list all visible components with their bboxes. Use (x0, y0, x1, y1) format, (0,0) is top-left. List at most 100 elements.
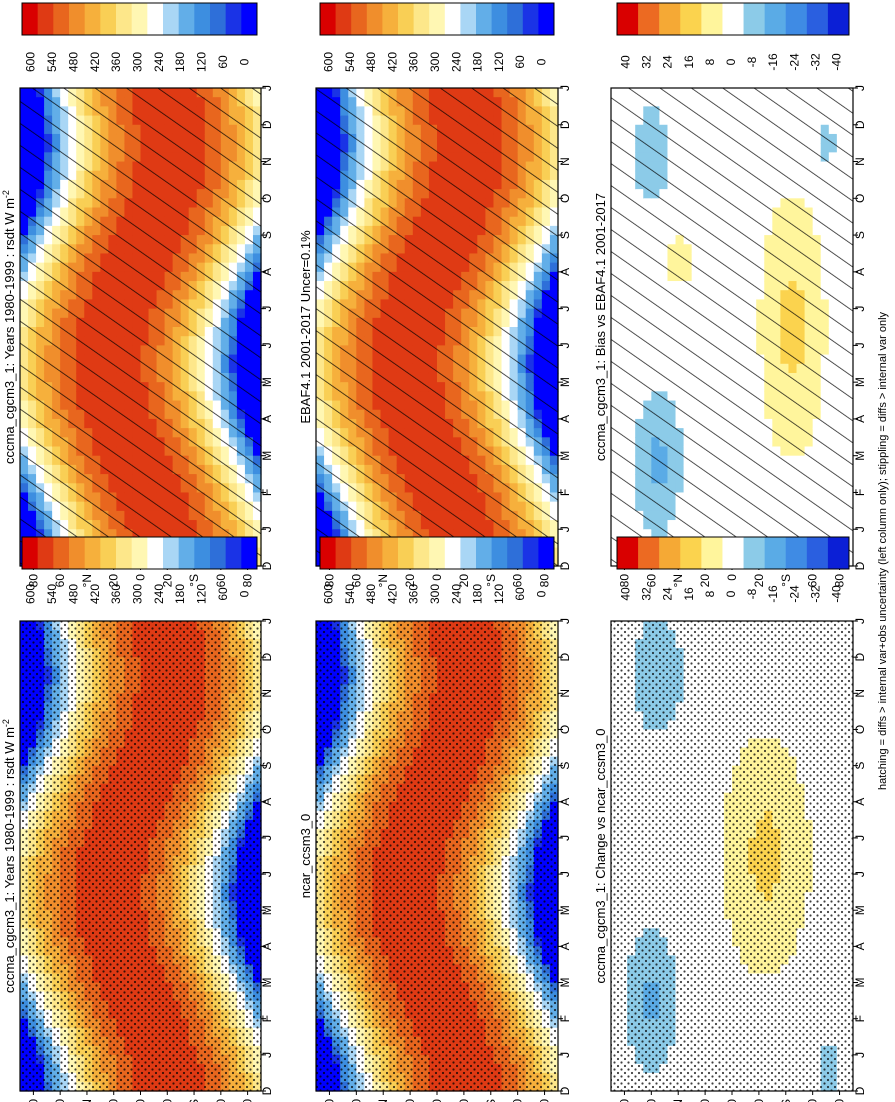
lat-tick-label: 80 (538, 574, 552, 588)
lat-tick-label: 60 (214, 574, 228, 588)
month-tick-label: M (558, 377, 572, 387)
colorbar-tick-label: 240 (152, 52, 166, 72)
colorbar-swatch (22, 3, 39, 35)
month-tick-label: J (260, 85, 274, 91)
colorbar-tick-label: 180 (173, 52, 187, 72)
colorbar-swatch (507, 3, 524, 35)
lat-tick-label: 60 (53, 574, 67, 588)
colorbar-swatch (491, 3, 508, 35)
colorbar-swatch (429, 3, 446, 35)
colorbar-tick-label: 120 (195, 584, 209, 604)
colorbar-swatch (210, 537, 227, 569)
lat-tick-label: 20 (107, 1099, 121, 1102)
month-tick-label: A (558, 415, 572, 423)
colorbar-tick-label: 360 (109, 584, 123, 604)
colorbar-frame (319, 2, 555, 36)
colorbar-swatch (335, 3, 352, 35)
month-tick-label: J (260, 306, 274, 312)
colorbar-tick-label: 180 (173, 584, 187, 604)
month-tick-label: M (260, 905, 274, 915)
colorbar-tick-label: 600 (322, 52, 336, 72)
colorbar-tick-label: 360 (109, 52, 123, 72)
colorbar-swatch (178, 537, 195, 569)
month-tick-label: A (260, 268, 274, 276)
lat-tick-label: 60 (511, 574, 525, 588)
month-tick-label: N (260, 157, 274, 166)
panel-title: cccma_cgcm3_1: Years 1980-1999 : rsdt W … (1, 719, 17, 993)
colorbar-swatch (163, 537, 180, 569)
lat-tick-label: 0 (134, 1099, 148, 1102)
colorbar-swatch (241, 3, 258, 35)
month-tick-label: M (558, 451, 572, 461)
colorbar-tick-label: 240 (152, 584, 166, 604)
colorbar-tick-label: 600 (24, 52, 38, 72)
colorbar-tick-label: 0 (237, 58, 251, 65)
colorbar: 600 540 480 420 360 300 240 180 120 60 0 (319, 2, 555, 72)
colorbar-tick-label: 60 (216, 55, 230, 69)
colorbar-tick-label: 120 (195, 52, 209, 72)
month-tick-label: J (260, 342, 274, 348)
lat-tick-label: 20 (107, 574, 121, 588)
colorbar-tick-label: 180 (471, 52, 485, 72)
colorbar: 600 540 480 420 360 300 240 180 120 60 0 (21, 536, 258, 604)
month-tick-label: A (260, 942, 274, 950)
month-tick-label: J (260, 618, 274, 624)
panel-right-top: DJFMAMJJASONDJ8060°N20020°S6080cccma_cgc… (1, 536, 274, 1102)
colorbar-swatch (538, 3, 555, 35)
month-tick-label: D (558, 120, 572, 129)
colorbar-swatch (69, 3, 86, 35)
month-tick-label: S (260, 231, 274, 239)
colorbar-swatch (351, 3, 368, 35)
lat-tick-label: °S (187, 574, 201, 587)
colorbar-swatch (241, 537, 258, 569)
month-tick-label: O (558, 194, 572, 203)
colorbar-swatch (100, 537, 117, 569)
colorbar-tick-label: 300 (428, 52, 442, 72)
lat-tick-label: 60 (349, 574, 363, 588)
panel-title: EBAF4.1 2001-2017 Uncer=0.1% (298, 230, 313, 424)
colorbar-tick-label: 120 (492, 52, 506, 72)
lat-tick-label: 20 (403, 574, 417, 588)
colorbar-tick-label: 360 (407, 52, 421, 72)
colorbar-swatch (382, 3, 399, 35)
panel-right-middle: DJFMAMJJASONDJ8060°N20020°S6080ncar_ccsm… (298, 536, 572, 1102)
colorbar-swatch (444, 3, 461, 35)
colorbar-swatch (69, 537, 86, 569)
colorbar-swatch (522, 3, 539, 35)
colorbar-swatch (398, 3, 414, 35)
month-tick-label: J (260, 871, 274, 877)
hatching-overlay (20, 88, 261, 566)
colorbar-swatch (116, 537, 133, 569)
colorbar-swatch (320, 3, 336, 35)
colorbar-tick-label: 60 (216, 587, 230, 601)
month-tick-label: J (558, 526, 572, 532)
month-tick-label: J (260, 1052, 274, 1058)
month-tick-label: S (558, 231, 572, 239)
colorbar-swatch (53, 537, 70, 569)
colorbar-swatch (225, 537, 242, 569)
colorbar-swatch (210, 3, 227, 35)
lat-tick-label: 80 (26, 574, 40, 588)
colorbar-frame (21, 2, 258, 36)
colorbar-swatch (37, 537, 54, 569)
lat-tick-label: 60 (53, 1099, 67, 1102)
colorbar-tick-label: 420 (88, 52, 102, 72)
month-tick-label: M (260, 451, 274, 461)
colorbar-tick-label: 0 (237, 590, 251, 597)
month-tick-label: F (558, 489, 572, 496)
colorbar-tick-label: 600 (24, 584, 38, 604)
colorbar-swatch (37, 3, 54, 35)
month-tick-label: D (260, 652, 274, 661)
month-tick-label: A (558, 268, 572, 276)
colorbar-swatch (194, 3, 211, 35)
colorbar-tick-label: 0 (534, 58, 548, 65)
colorbar-swatch (84, 537, 101, 569)
month-tick-label: J (260, 526, 274, 532)
colorbar-tick-label: 420 (88, 584, 102, 604)
lat-tick-label: 0 (430, 574, 444, 581)
colorbar-tick-label: 240 (449, 52, 463, 72)
lat-tick-label: 20 (160, 574, 174, 588)
colorbar-swatch (22, 537, 39, 569)
